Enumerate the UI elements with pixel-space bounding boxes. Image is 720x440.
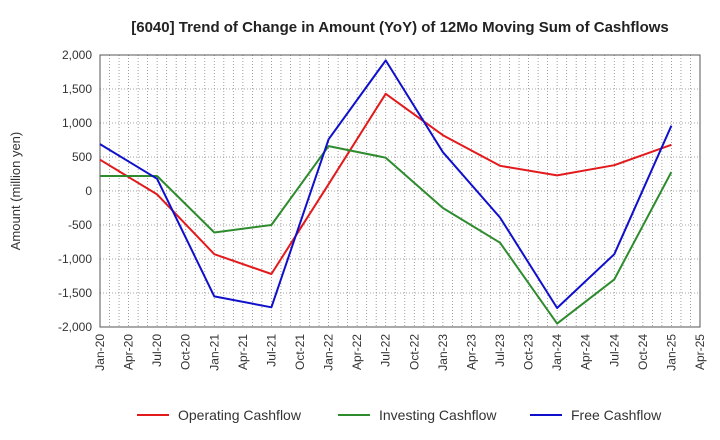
x-tick-label: Oct-20 (179, 334, 193, 370)
y-tick-label: 1,500 (62, 82, 92, 96)
x-tick-label: Jul-23 (493, 334, 507, 367)
y-tick-label: 2,000 (62, 48, 92, 62)
x-tick-label: Apr-25 (693, 334, 707, 370)
series-line-investing-cashflow (100, 145, 673, 325)
x-tick-label: Jul-22 (379, 334, 393, 367)
y-tick-label: 500 (72, 150, 92, 164)
y-tick-label: -2,000 (58, 320, 92, 334)
x-tick-label: Jul-20 (150, 334, 164, 367)
x-tick-label: Jan-21 (207, 334, 221, 371)
legend: Operating Cashflow Investing Cashflow Free… (137, 407, 662, 423)
x-tick-label: Jan-20 (93, 334, 107, 371)
x-axis-ticks: Jan-20 Apr-20 Jul-20 Oct-20 Jan-21 Apr-21 Jul-… (93, 334, 707, 371)
grid-lines (99, 54, 701, 328)
plot-area-border (99, 54, 701, 328)
x-tick-label: Apr-21 (236, 334, 250, 370)
y-tick-label: -1,500 (58, 286, 92, 300)
x-tick-label: Jan-25 (664, 334, 678, 371)
x-tick-label: Apr-22 (350, 334, 364, 370)
legend-label-0: Operating Cashflow (178, 407, 302, 423)
y-axis-ticks: 2,000 1,500 1,000 500 0 -500 -1,000 -1,500 -2,00… (58, 48, 92, 334)
y-tick-label: 0 (85, 184, 92, 198)
x-tick-label: Jan-23 (436, 334, 450, 371)
series-line-operating-cashflow (99, 92, 672, 275)
x-tick-label: Apr-20 (122, 334, 136, 370)
series-line-free-cashflow (99, 59, 673, 309)
legend-label-1: Investing Cashflow (379, 407, 497, 423)
x-tick-label: Jul-24 (607, 334, 621, 367)
x-tick-label: Oct-24 (636, 334, 650, 370)
legend-label-2: Free Cashflow (571, 407, 662, 423)
y-tick-label: -1,000 (58, 252, 92, 266)
y-tick-label: -500 (68, 218, 92, 232)
y-tick-label: 1,000 (62, 116, 92, 130)
x-tick-label: Jul-21 (264, 334, 278, 367)
chart-title: [6040] Trend of Change in Amount (YoY) o… (131, 19, 669, 36)
series-lines (99, 59, 673, 325)
x-tick-label: Apr-24 (579, 334, 593, 370)
x-tick-label: Jan-22 (322, 334, 336, 371)
x-tick-label: Apr-23 (464, 334, 478, 370)
x-tick-label: Oct-22 (407, 334, 421, 370)
y-axis-label: Amount (million yen) (8, 132, 23, 251)
x-tick-label: Oct-21 (293, 334, 307, 370)
x-tick-label: Jan-24 (550, 334, 564, 371)
x-tick-label: Oct-23 (522, 334, 536, 370)
